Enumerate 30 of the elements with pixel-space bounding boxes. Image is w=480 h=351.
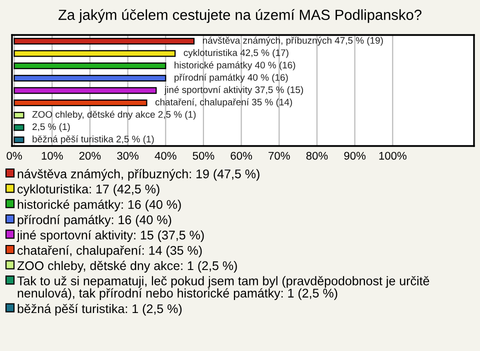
data-label: historické památky 40 % (16) [174,61,296,70]
x-tick-label: 100% [379,152,406,160]
x-tick-label: 60% [230,152,252,160]
x-tick-label: 0% [6,152,22,160]
x-tick-label: 70% [268,152,290,160]
data-label: návštěva známých, příbuzných 47,5 % (19) [202,36,383,46]
legend-label: historické památky: 16 (40 %) [18,200,181,212]
data-label: přírodní památky 40 % (16) [174,74,288,83]
x-tick-label: 90% [344,152,366,160]
legend-label: ZOO chleby, dětské dny akce: 1 (2,5 %) [17,260,237,273]
x-tick-label: 50% [192,152,214,160]
data-label: běžná pěší turistika 2,5 % (1) [32,135,154,144]
x-tick-label: 20% [79,152,101,160]
legend-label: cykloturistika: 17 (42,5 %) [18,184,160,196]
data-label: ZOO chleby, dětské dny akce 2,5 % (1) [32,110,196,120]
x-tick-label: 40% [154,152,176,160]
x-tick-label: 10% [42,152,63,160]
legend-label: návštěva známých, příbuzných: 19 (47,5 %) [18,169,260,181]
data-label: cykloturistika 42,5 % (17) [184,49,288,58]
chart-title: Za jakým účelem cestujete na území MAS Podlipansko? [58,9,422,23]
data-label: 2,5 % (1) [32,123,70,132]
legend-label: chataření, chalupaření: 14 (35 %) [18,246,202,258]
x-tick-label: 30% [117,152,139,160]
legend-label: běžná pěší turistika: 1 (2,5 %) [18,304,182,316]
legend-label: Tak to už si nepamatuji, leč pokud jsem tam byl (pravděpodobnost je určitě nenulová), tak přírodní nebo historické památky: 1 (2,5 %) [17,276,430,300]
x-tick-label: 80% [306,152,328,160]
legend-label: jiné sportovní aktivity: 15 (37,5 %) [16,230,204,242]
data-label: chataření, chalupaření 35 % (14) [155,98,292,108]
legend-label: přírodní památky: 16 (40 %) [18,214,172,227]
data-label: jiné sportovní aktivity 37,5 % (15) [164,86,304,95]
